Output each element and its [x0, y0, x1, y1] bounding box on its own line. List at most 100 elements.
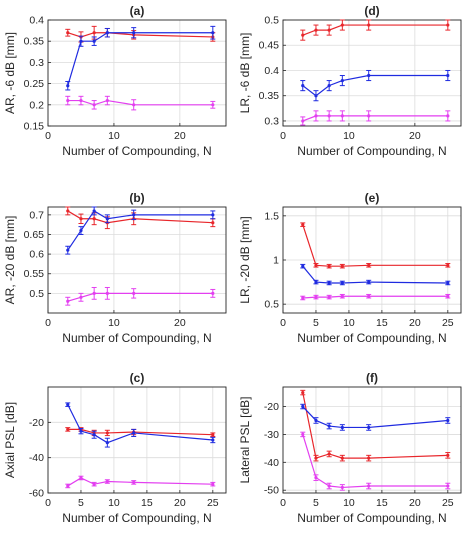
data-point — [367, 114, 371, 118]
data-point — [132, 103, 136, 107]
x-tick-label: 20 — [409, 497, 421, 509]
y-tick-label: -60 — [29, 488, 44, 500]
series-line — [302, 392, 448, 459]
data-point — [92, 209, 96, 213]
y-tick-label: 1 — [273, 255, 279, 267]
series-magenta — [65, 95, 216, 111]
y-axis-label: LR, -6 dB [mm] — [238, 33, 252, 114]
x-tick-label: 20 — [174, 317, 186, 329]
data-point — [105, 441, 109, 445]
y-tick-label: -20 — [29, 417, 44, 429]
axes-box — [47, 19, 227, 127]
series-line — [302, 434, 448, 489]
y-tick-label: 0.5 — [264, 15, 279, 27]
panels: 0 10 200.150.20.250.30.350.4(a)Number of C… — [3, 4, 462, 525]
data-point — [314, 94, 318, 98]
data-point — [314, 114, 318, 118]
plot-area — [48, 207, 226, 313]
x-tick-label: 0 — [45, 317, 51, 329]
data-point — [66, 98, 70, 103]
x-axis-label: Number of Compounding, N — [62, 511, 211, 525]
x-axis-label: Number of Compounding, N — [297, 144, 446, 158]
chart-title: (e) — [365, 191, 380, 205]
data-point — [92, 31, 96, 35]
data-point — [327, 264, 331, 268]
data-point — [327, 28, 331, 32]
x-tick-label: 10 — [343, 130, 355, 142]
series-line — [302, 224, 448, 267]
data-point — [314, 456, 318, 460]
y-axis-label: AR, -6 dB [mm] — [3, 32, 17, 114]
data-point — [105, 431, 109, 435]
x-tick-label: 15 — [376, 317, 388, 329]
series-blue — [65, 206, 216, 255]
axes-box — [47, 206, 227, 314]
data-point — [327, 281, 331, 285]
series-line — [67, 99, 213, 106]
data-point — [79, 429, 83, 433]
x-tick-label: 15 — [376, 497, 388, 509]
plot-area — [48, 387, 226, 493]
axes-box — [282, 386, 462, 494]
x-tick-label: 25 — [442, 497, 454, 509]
y-tick-label: 0.3 — [29, 57, 44, 69]
y-tick-label: 0.45 — [259, 40, 280, 52]
series-line — [302, 24, 448, 36]
data-point — [301, 404, 305, 409]
series-blue — [300, 69, 451, 102]
data-point — [211, 438, 215, 442]
data-point — [340, 425, 344, 430]
x-axis-label: Number of Compounding, N — [297, 511, 446, 525]
data-point — [92, 482, 96, 486]
x-tick-label: 0 — [280, 130, 286, 142]
x-tick-label: 20 — [409, 130, 421, 142]
panel-b: 0 10 20 0.5 0.55 0.6 0.65 0.7 (b) Number of Compo… — [3, 191, 227, 345]
data-point — [367, 484, 371, 488]
y-axis-label: AR, -20 dB [mm] — [3, 216, 17, 305]
y-tick-label: 0.3 — [264, 115, 279, 127]
series-line — [302, 115, 448, 122]
chart-title: (d) — [364, 4, 379, 18]
data-point — [211, 213, 215, 217]
series-line — [67, 428, 213, 436]
data-point — [446, 23, 450, 27]
data-point — [211, 221, 215, 225]
chart-title: (a) — [130, 4, 145, 18]
data-point — [132, 291, 136, 295]
data-point — [301, 390, 305, 395]
x-tick-label: 5 — [313, 317, 319, 329]
series-magenta — [65, 286, 216, 306]
y-tick-label: -40 — [29, 452, 44, 464]
data-point — [79, 295, 83, 299]
data-point — [79, 476, 83, 480]
data-point — [367, 23, 371, 27]
data-point — [66, 209, 70, 213]
y-tick-label: 0.35 — [259, 90, 280, 102]
y-tick-label: 0.6 — [29, 249, 44, 261]
data-point — [340, 23, 344, 27]
data-point — [132, 431, 136, 435]
data-point — [92, 103, 96, 107]
x-axis-label: Number of Compounding, N — [62, 144, 211, 158]
data-point — [132, 31, 136, 35]
data-point — [105, 291, 109, 295]
x-tick-label: 0 — [280, 317, 286, 329]
data-point — [211, 103, 215, 107]
data-point — [314, 418, 318, 423]
axes-box — [282, 19, 462, 127]
data-point — [66, 299, 70, 303]
series-blue — [65, 25, 216, 91]
series-red — [300, 222, 451, 269]
y-tick-label: 0.5 — [264, 299, 279, 311]
data-point — [327, 295, 331, 299]
data-point — [301, 296, 305, 300]
y-tick-label: 1.5 — [264, 210, 279, 222]
series-line — [67, 404, 213, 444]
y-axis-label: Lateral PSL [dB] — [238, 397, 252, 484]
x-tick-label: 25 — [207, 497, 219, 509]
data-point — [66, 84, 70, 88]
series-blue — [300, 403, 451, 431]
y-tick-label: 0.65 — [24, 229, 45, 241]
x-tick-label: 5 — [78, 497, 84, 509]
